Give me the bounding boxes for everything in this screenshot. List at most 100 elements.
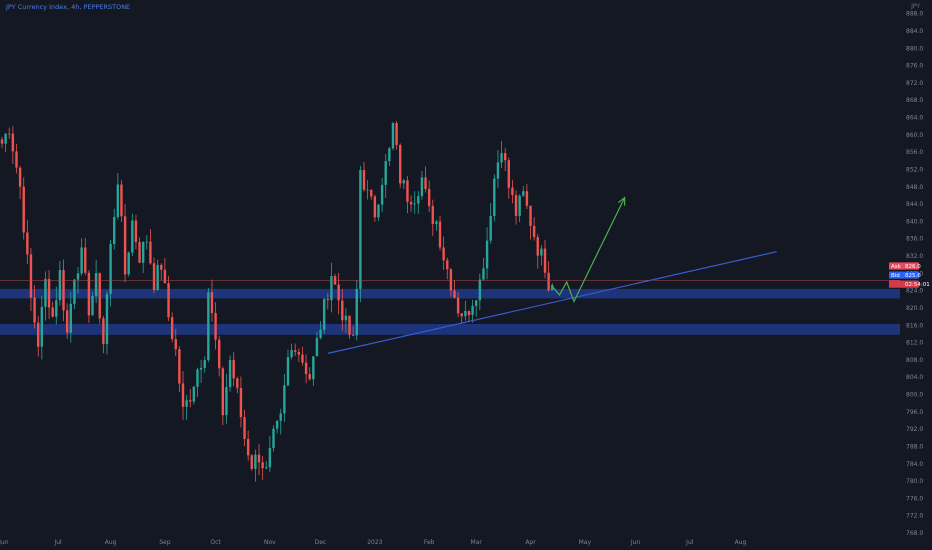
candle-body bbox=[69, 303, 72, 333]
candle-body bbox=[507, 160, 510, 188]
candle-body bbox=[174, 339, 177, 350]
y-tick-label: 880.0 bbox=[906, 45, 923, 52]
candle-body bbox=[185, 400, 188, 407]
y-tick-label: 856.0 bbox=[906, 149, 923, 156]
candle-body bbox=[503, 153, 507, 161]
candle-body bbox=[65, 310, 69, 333]
candle-body bbox=[427, 188, 431, 207]
y-tick-label: 804.0 bbox=[906, 374, 923, 381]
y-tick-label: 840.0 bbox=[906, 218, 923, 225]
candle-body bbox=[196, 369, 199, 387]
candle-body bbox=[257, 454, 261, 463]
candle-body bbox=[362, 170, 366, 190]
y-tick-label: 808.0 bbox=[906, 357, 923, 364]
price-badge bbox=[889, 262, 919, 270]
y-tick-label: 796.0 bbox=[906, 409, 923, 416]
candle-body bbox=[80, 247, 83, 274]
price-badge-timer: 02:54:01 bbox=[905, 282, 930, 288]
support-zone-1 bbox=[0, 288, 900, 299]
annotation-lines bbox=[0, 196, 900, 354]
candle-body bbox=[348, 315, 351, 335]
candlestick-series bbox=[0, 121, 554, 482]
candle-body bbox=[547, 272, 550, 291]
candle-body bbox=[341, 300, 344, 321]
y-axis[interactable]: 888.0 884.0 880.0 876.0 872.0 868.0 864.0 860.0… bbox=[906, 11, 923, 537]
candle-body bbox=[522, 191, 525, 196]
x-tick-label: Feb bbox=[424, 539, 435, 546]
candle-body bbox=[322, 299, 326, 330]
x-tick-label: Nov bbox=[264, 539, 276, 546]
candle-body bbox=[442, 247, 445, 261]
candle-body bbox=[294, 350, 297, 352]
candle-body bbox=[181, 383, 185, 407]
candle-body bbox=[406, 180, 409, 202]
candle-body bbox=[113, 217, 116, 245]
y-tick-label: 800.0 bbox=[906, 392, 923, 399]
candle-body bbox=[131, 220, 134, 253]
candle-body bbox=[279, 413, 282, 421]
candle-body bbox=[464, 310, 467, 317]
support-zone-2 bbox=[0, 323, 900, 335]
candle-body bbox=[529, 205, 532, 226]
x-tick-label: Sep bbox=[159, 539, 171, 546]
candle-body bbox=[58, 269, 62, 301]
candle-body bbox=[250, 455, 253, 469]
candle-body bbox=[431, 206, 434, 224]
candle-body bbox=[163, 269, 167, 284]
candle-body bbox=[514, 195, 518, 216]
candle-body bbox=[268, 448, 272, 468]
candle-body bbox=[254, 454, 257, 469]
candle-body bbox=[192, 386, 196, 402]
candle-body bbox=[543, 248, 547, 273]
candle-body bbox=[301, 354, 304, 363]
price-badge bbox=[889, 271, 919, 279]
candle-body bbox=[326, 299, 329, 301]
candle-body bbox=[373, 196, 377, 218]
candle-body bbox=[0, 139, 4, 144]
x-tick-label: Aug bbox=[105, 539, 117, 546]
y-tick-label: 776.0 bbox=[906, 495, 923, 502]
candle-body bbox=[40, 306, 44, 347]
candle-body bbox=[420, 177, 424, 197]
candle-body bbox=[87, 272, 91, 316]
candle-body bbox=[344, 315, 348, 321]
candle-body bbox=[265, 467, 268, 469]
candle-body bbox=[170, 317, 174, 340]
candle-body bbox=[482, 268, 485, 280]
candle-body bbox=[160, 265, 163, 270]
candle-body bbox=[304, 362, 308, 375]
candle-body bbox=[388, 148, 391, 162]
candle-body bbox=[199, 367, 203, 370]
y-tick-label: 872.0 bbox=[906, 80, 923, 87]
candle-body bbox=[26, 232, 29, 255]
price-badge bbox=[889, 280, 919, 288]
candle-body bbox=[98, 273, 101, 319]
y-tick-label: 860.0 bbox=[906, 132, 923, 139]
x-tick-label: Aug bbox=[735, 539, 747, 546]
candle-body bbox=[312, 356, 315, 380]
candle-body bbox=[214, 313, 217, 340]
candle-body bbox=[493, 178, 496, 217]
x-axis[interactable]: Jun Jul Aug Sep Oct Nov Dec 2023 Feb Mar Apr May Jun… bbox=[0, 539, 747, 546]
candle-body bbox=[511, 187, 514, 196]
candle-body bbox=[149, 241, 152, 264]
y-tick-label: 832.0 bbox=[906, 253, 923, 260]
candle-body bbox=[286, 357, 290, 386]
price-badge-value: 825.6 bbox=[905, 273, 921, 279]
candle-body bbox=[453, 290, 456, 298]
candle-body bbox=[37, 322, 40, 347]
x-tick-label: Jul bbox=[685, 539, 694, 546]
candle-body bbox=[203, 360, 206, 368]
candle-body bbox=[44, 278, 47, 307]
candle-body bbox=[221, 368, 225, 416]
candle-body bbox=[478, 279, 482, 301]
candle-body bbox=[94, 273, 98, 297]
candle-body bbox=[467, 310, 471, 316]
candle-body bbox=[446, 260, 449, 270]
candle-body bbox=[145, 241, 148, 243]
y-tick-label: 772.0 bbox=[906, 513, 923, 520]
candle-body bbox=[11, 133, 15, 152]
candle-body bbox=[409, 201, 413, 205]
candle-body bbox=[15, 151, 18, 168]
